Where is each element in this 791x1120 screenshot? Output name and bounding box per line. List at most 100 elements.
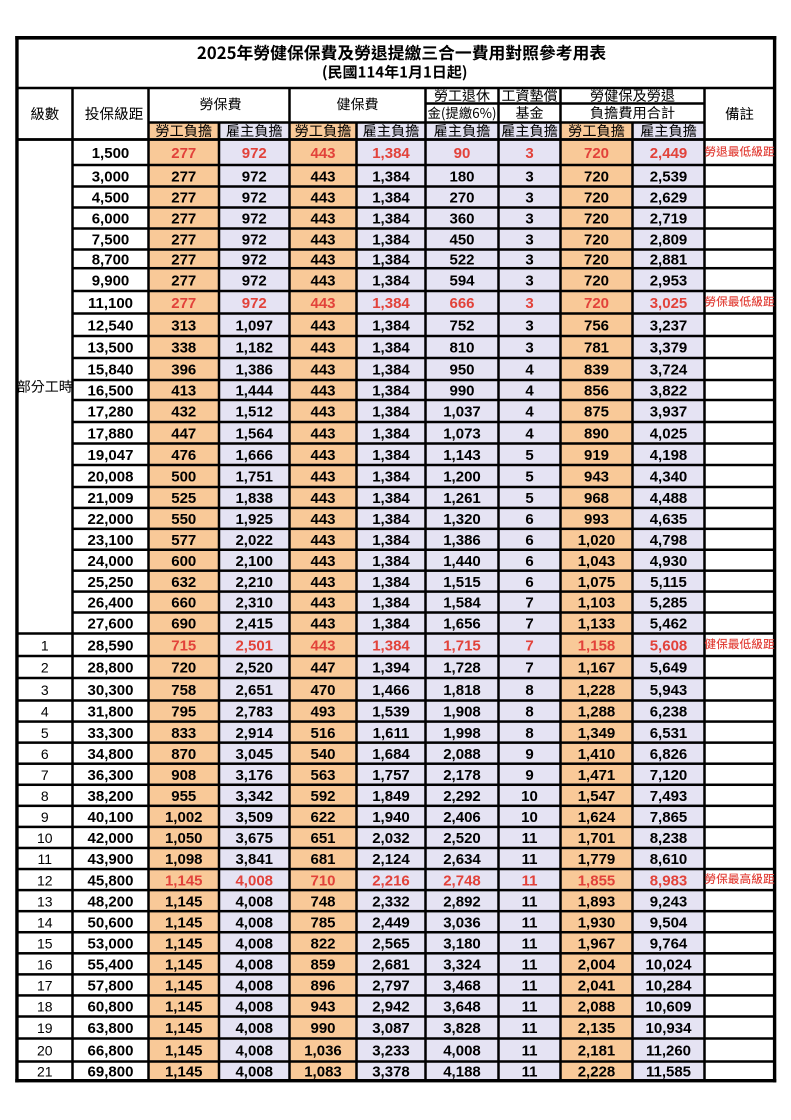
svg-text:1,145: 1,145	[165, 893, 203, 910]
svg-text:3,828: 3,828	[443, 1020, 481, 1037]
svg-text:681: 681	[310, 851, 335, 868]
svg-text:31,800: 31,800	[88, 704, 134, 721]
svg-text:11: 11	[522, 1020, 538, 1037]
svg-text:2,022: 2,022	[235, 532, 273, 549]
svg-text:785: 785	[310, 914, 335, 931]
svg-text:270: 270	[449, 190, 474, 207]
svg-text:943: 943	[310, 999, 335, 1016]
svg-text:955: 955	[171, 788, 196, 805]
svg-text:3: 3	[525, 340, 533, 357]
svg-text:10,284: 10,284	[646, 978, 693, 995]
svg-text:2,181: 2,181	[578, 1043, 616, 1060]
svg-text:1,384: 1,384	[372, 469, 410, 486]
svg-text:540: 540	[310, 746, 335, 763]
svg-text:4,930: 4,930	[650, 553, 688, 570]
svg-text:30,300: 30,300	[88, 682, 134, 699]
svg-text:577: 577	[171, 532, 196, 549]
svg-text:277: 277	[171, 145, 196, 162]
svg-text:11,585: 11,585	[646, 1064, 691, 1081]
svg-text:12: 12	[37, 872, 53, 888]
svg-text:3: 3	[525, 295, 533, 312]
svg-text:1,261: 1,261	[443, 490, 481, 507]
svg-text:3: 3	[41, 682, 49, 698]
svg-text:5: 5	[525, 469, 533, 486]
svg-text:896: 896	[310, 978, 335, 995]
svg-text:7: 7	[41, 767, 49, 783]
svg-text:758: 758	[171, 682, 196, 699]
svg-text:1,384: 1,384	[372, 272, 410, 289]
svg-text:972: 972	[242, 272, 267, 289]
svg-text:2,565: 2,565	[372, 935, 410, 952]
svg-text:1,624: 1,624	[578, 809, 616, 826]
svg-text:1,500: 1,500	[92, 145, 130, 162]
svg-text:2,032: 2,032	[372, 830, 410, 847]
svg-text:10,934: 10,934	[646, 1020, 693, 1037]
svg-text:6,000: 6,000	[92, 211, 130, 228]
svg-text:1,200: 1,200	[443, 469, 481, 486]
svg-text:23,100: 23,100	[88, 532, 134, 549]
svg-text:1,666: 1,666	[235, 447, 273, 464]
svg-text:1,002: 1,002	[165, 809, 203, 826]
svg-text:1,143: 1,143	[443, 447, 481, 464]
svg-text:40,100: 40,100	[88, 809, 134, 826]
svg-text:3,509: 3,509	[235, 809, 273, 826]
svg-text:5,608: 5,608	[650, 637, 688, 654]
svg-text:2,914: 2,914	[235, 725, 273, 742]
svg-text:7,493: 7,493	[650, 788, 688, 805]
svg-text:1,384: 1,384	[372, 595, 410, 612]
svg-text:2,748: 2,748	[443, 872, 481, 889]
svg-text:8,983: 8,983	[650, 872, 688, 889]
svg-text:875: 875	[584, 404, 609, 421]
svg-text:443: 443	[310, 404, 335, 421]
svg-text:810: 810	[449, 340, 474, 357]
svg-text:17,280: 17,280	[88, 404, 134, 421]
svg-text:1,098: 1,098	[165, 851, 203, 868]
svg-text:3,036: 3,036	[443, 914, 481, 931]
svg-text:19,047: 19,047	[88, 447, 134, 464]
svg-text:16,500: 16,500	[88, 383, 134, 400]
svg-text:525: 525	[171, 490, 196, 507]
svg-text:2: 2	[41, 660, 49, 676]
svg-text:11,100: 11,100	[88, 295, 133, 312]
svg-text:856: 856	[584, 383, 609, 400]
svg-text:2,041: 2,041	[578, 978, 616, 995]
svg-text:1,940: 1,940	[372, 809, 410, 826]
svg-text:1,384: 1,384	[372, 340, 410, 357]
svg-text:33,300: 33,300	[88, 725, 134, 742]
svg-text:11: 11	[522, 935, 538, 952]
svg-text:470: 470	[310, 682, 335, 699]
svg-text:3,233: 3,233	[372, 1043, 410, 1060]
svg-text:833: 833	[171, 725, 196, 742]
svg-text:1,182: 1,182	[235, 340, 273, 357]
svg-text:1,384: 1,384	[372, 404, 410, 421]
svg-text:9,504: 9,504	[650, 914, 688, 931]
svg-text:443: 443	[310, 637, 335, 654]
svg-text:4,008: 4,008	[235, 957, 273, 974]
svg-text:4,008: 4,008	[235, 1043, 273, 1060]
svg-text:4,635: 4,635	[650, 511, 688, 528]
svg-text:1,751: 1,751	[235, 469, 273, 486]
svg-text:443: 443	[310, 272, 335, 289]
svg-text:1,384: 1,384	[372, 532, 410, 549]
svg-text:2,449: 2,449	[650, 145, 688, 162]
svg-text:11: 11	[37, 851, 52, 867]
svg-text:3,379: 3,379	[650, 340, 688, 357]
svg-text:3,342: 3,342	[235, 788, 273, 805]
svg-text:500: 500	[171, 469, 196, 486]
svg-text:443: 443	[310, 490, 335, 507]
svg-text:3: 3	[525, 168, 533, 185]
svg-text:720: 720	[584, 190, 609, 207]
svg-text:1: 1	[41, 637, 49, 653]
svg-text:277: 277	[171, 272, 196, 289]
svg-text:1,145: 1,145	[165, 1020, 203, 1037]
svg-text:4,008: 4,008	[235, 1020, 273, 1037]
svg-text:6: 6	[41, 746, 49, 762]
svg-text:11: 11	[522, 978, 538, 995]
svg-text:443: 443	[310, 295, 335, 312]
svg-text:720: 720	[584, 168, 609, 185]
svg-text:443: 443	[310, 532, 335, 549]
svg-text:3: 3	[525, 211, 533, 228]
svg-text:476: 476	[171, 447, 196, 464]
svg-text:443: 443	[310, 317, 335, 334]
svg-text:4,008: 4,008	[235, 914, 273, 931]
